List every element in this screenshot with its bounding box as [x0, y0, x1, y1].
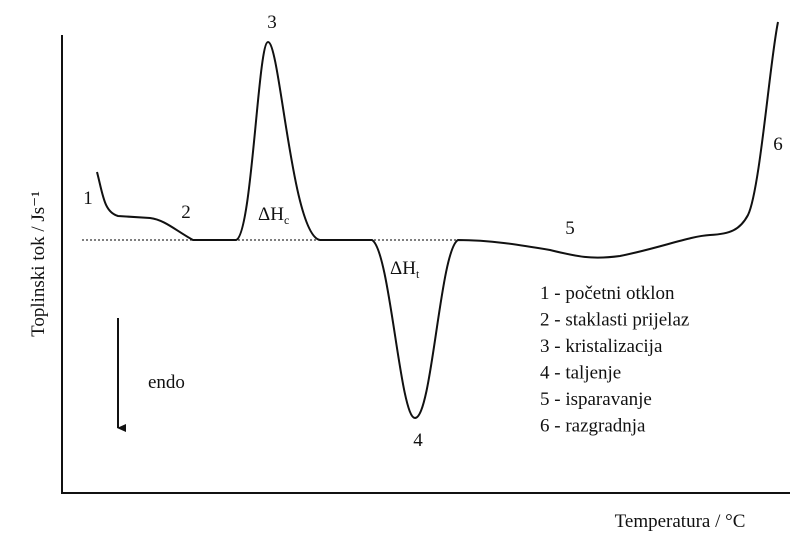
point-label: 3 [267, 12, 277, 33]
x-axis-label: Temperatura / °C [615, 511, 746, 532]
enthalpy-sub: t [416, 267, 420, 281]
point-label: 6 [773, 134, 783, 155]
point-label: 4 [413, 430, 423, 451]
point-label: 1 [83, 188, 93, 209]
enthalpy-sub: c [284, 213, 289, 227]
y-axis-label: Toplinski tok / Js⁻¹ [28, 191, 49, 337]
enthalpy-label: ΔHc [258, 204, 289, 227]
enthalpy-label: ΔHt [390, 258, 420, 281]
legend-item: 4 - taljenje [540, 363, 621, 384]
point-label: 5 [565, 218, 575, 239]
enthalpy-main: ΔH [390, 258, 416, 279]
point-label: 2 [181, 202, 191, 223]
dsc-curve [96, 21, 779, 420]
legend-item: 5 - isparavanje [540, 389, 652, 410]
direction-label: endo [148, 372, 185, 393]
enthalpy-main: ΔH [258, 204, 284, 225]
legend-item: 2 - staklasti prijelaz [540, 310, 689, 331]
legend: 1 - početni otklon 2 - staklasti prijelaz… [540, 283, 689, 437]
legend-item: 1 - početni otklon [540, 283, 675, 304]
legend-item: 6 - razgradnja [540, 416, 646, 437]
legend-item: 3 - kristalizacija [540, 336, 663, 357]
